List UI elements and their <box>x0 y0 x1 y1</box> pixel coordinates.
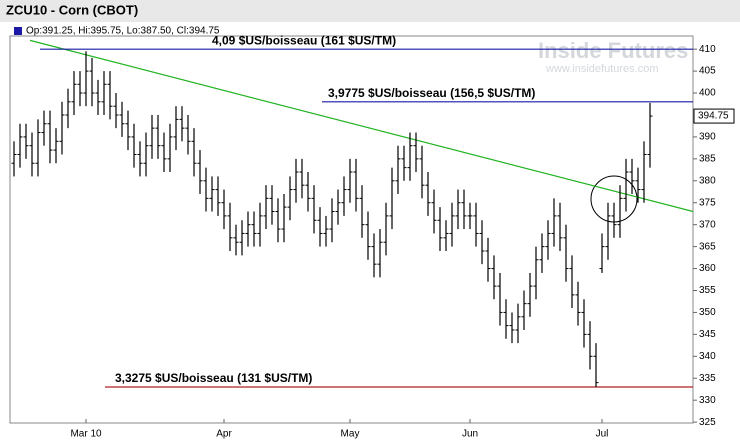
plot-area <box>9 35 694 424</box>
watermark: Inside Futures <box>538 38 688 63</box>
x-tick-label: Apr <box>216 429 232 440</box>
header-bar <box>0 0 740 22</box>
y-tick-label: 405 <box>699 66 716 77</box>
y-tick-label: 365 <box>699 241 716 252</box>
y-tick-label: 385 <box>699 153 716 164</box>
y-tick-label: 390 <box>699 132 716 143</box>
watermark-url: www.insidefutures.com <box>545 63 659 75</box>
y-tick-label: 370 <box>699 219 716 230</box>
x-tick-label: Mar 10 <box>70 429 102 440</box>
trendline <box>29 39 694 213</box>
x-tick-label: Jun <box>462 429 478 440</box>
y-tick-label: 400 <box>699 88 716 99</box>
last-price-label: 394.75 <box>698 111 729 122</box>
chart-subtitle: Op:391.25, Hi:395.75, Lo:387.50, Cl:394.… <box>26 26 220 37</box>
y-tick-label: 345 <box>699 329 716 340</box>
y-tick-label: 340 <box>699 351 716 362</box>
level-label: 3,9775 $US/boisseau (156,5 $US/TM) <box>328 86 535 100</box>
y-tick-label: 355 <box>699 285 716 296</box>
last-price-box <box>693 108 735 124</box>
y-tick-label: 410 <box>699 44 716 55</box>
y-tick-label: 330 <box>699 395 716 406</box>
level-label: 3,3275 $US/boisseau (131 $US/TM) <box>115 371 312 385</box>
chart-title: ZCU10 - Corn (CBOT) <box>6 2 138 17</box>
level-label: 4,09 $US/boisseau (161 $US/TM) <box>212 33 396 47</box>
y-tick-label: 335 <box>699 373 716 384</box>
legend-swatch <box>14 27 22 35</box>
y-tick-label: 375 <box>699 197 716 208</box>
y-tick-label: 325 <box>699 417 716 428</box>
y-tick-label: 350 <box>699 307 716 318</box>
x-tick-label: Jul <box>596 429 609 440</box>
y-tick-label: 360 <box>699 263 716 274</box>
y-tick-label: 380 <box>699 175 716 186</box>
x-tick-label: May <box>341 429 360 440</box>
